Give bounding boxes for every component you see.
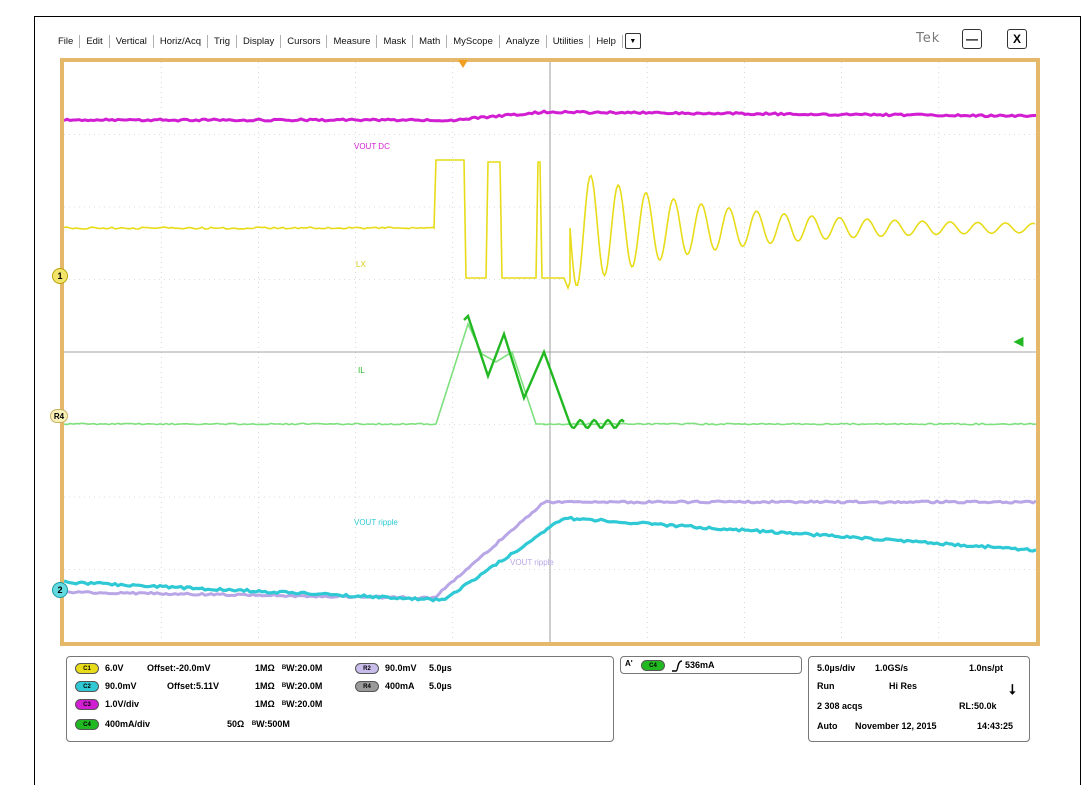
trace-lx (64, 160, 1035, 288)
chevron-down-icon[interactable]: ▼ (625, 33, 641, 49)
channel-4-scale: 400mA/div (105, 719, 150, 729)
channel-2-marker[interactable]: 2 (52, 582, 68, 598)
channel-3-row[interactable]: C3 (75, 699, 103, 710)
menu-vertical[interactable]: Vertical (110, 35, 154, 48)
menu-analyze[interactable]: Analyze (500, 35, 547, 48)
channel-settings-panel: C1 6.0V Offset:-20.0mV 1MΩ ᴮW:20.0M C2 9… (66, 656, 614, 742)
reference-2-scale: 90.0mV (385, 663, 417, 673)
reference-4-scale: 400mA (385, 681, 415, 691)
menu-trig[interactable]: Trig (208, 35, 237, 48)
figure-title-clipped (0, 0, 1082, 16)
menu-measure[interactable]: Measure (327, 35, 377, 48)
graticule (64, 62, 1036, 642)
channel-2-scale: 90.0mV (105, 681, 137, 691)
menu-horiz-acq[interactable]: Horiz/Acq (154, 35, 208, 48)
label-lx: LX (356, 260, 366, 269)
tek-logo: Tek (916, 31, 940, 46)
channel-2-coupling: 1MΩ (255, 681, 275, 691)
trigger-level-arrow-icon: ◀ (1014, 334, 1023, 348)
channel-4-bandwidth: ᴮW:500M (252, 719, 290, 729)
menu-math[interactable]: Math (413, 35, 447, 48)
minimize-button[interactable]: — (962, 29, 982, 49)
channel-1-scale: 6.0V (105, 663, 124, 673)
channel-4-badge[interactable]: C4 (75, 719, 99, 730)
menu-mask[interactable]: Mask (377, 35, 413, 48)
trigger-level: 536mA (685, 660, 715, 670)
reference-4-marker[interactable]: R4 (50, 409, 68, 423)
channel-1-marker[interactable]: 1 (52, 268, 68, 284)
reference-4-row[interactable]: R4 (355, 681, 383, 692)
menu-myscope[interactable]: MyScope (447, 35, 500, 48)
trigger-panel[interactable]: A' C4 536mA (620, 656, 802, 674)
channel-4-coupling: 50Ω (227, 719, 244, 729)
trigger-mode[interactable]: Auto (817, 721, 838, 731)
rising-edge-icon (671, 660, 683, 672)
channel-2-row[interactable]: C2 (75, 681, 103, 692)
channel-4-row[interactable]: C4 (75, 719, 103, 730)
run-state[interactable]: Run (817, 681, 835, 691)
label-il: IL (358, 366, 365, 375)
date: November 12, 2015 (855, 721, 937, 731)
reference-2-row[interactable]: R2 (355, 663, 383, 674)
channel-1-bandwidth: ᴮW:20.0M (282, 663, 322, 673)
acquisition-mode[interactable]: Hi Res (889, 681, 917, 691)
trace-il (464, 316, 624, 428)
channel-2-badge[interactable]: C2 (75, 681, 99, 692)
time: 14:43:25 (977, 721, 1013, 731)
sample-rate: 1.0GS/s (875, 663, 908, 673)
reference-4-timebase: 5.0µs (429, 681, 452, 691)
trigger-source-badge[interactable]: C4 (641, 660, 665, 671)
channel-1-badge[interactable]: C1 (75, 663, 99, 674)
acquisition-panel: 5.0µs/div 1.0GS/s 1.0ns/pt Run Hi Res ⭣ … (808, 656, 1030, 742)
menu-file[interactable]: File (52, 35, 80, 48)
menu-utilities[interactable]: Utilities (547, 35, 591, 48)
trigger-source-prefix: A' (625, 659, 633, 668)
channel-1-coupling: 1MΩ (255, 663, 275, 673)
menu-display[interactable]: Display (237, 35, 281, 48)
waveform-canvas (64, 62, 1036, 642)
menu-edit[interactable]: Edit (80, 35, 109, 48)
channel-1-row[interactable]: C1 (75, 663, 103, 674)
acquisition-count: 2 308 acqs (817, 701, 863, 711)
reference-2-timebase: 5.0µs (429, 663, 452, 673)
channel-3-scale: 1.0V/div (105, 699, 139, 709)
label-vout-ripple: VOUT ripple (354, 518, 398, 527)
menu-cursors[interactable]: Cursors (281, 35, 327, 48)
arrow-down-icon: ⭣ (1009, 681, 1016, 698)
channel-1-offset: Offset:-20.0mV (147, 663, 211, 673)
reference-2-badge[interactable]: R2 (355, 663, 379, 674)
close-button[interactable]: X (1007, 29, 1027, 49)
channel-2-offset: Offset:5.11V (167, 681, 219, 691)
trigger-position-marker[interactable] (458, 60, 468, 68)
channel-3-bandwidth: ᴮW:20.0M (282, 699, 322, 709)
channel-3-badge[interactable]: C3 (75, 699, 99, 710)
menu-help[interactable]: Help (590, 35, 623, 48)
label-vout-ripple-reference: VOUT ripple (510, 558, 554, 567)
resolution: 1.0ns/pt (969, 663, 1003, 673)
label-vout-dc: VOUT DC (354, 142, 390, 151)
timebase[interactable]: 5.0µs/div (817, 663, 855, 673)
reference-4-badge[interactable]: R4 (355, 681, 379, 692)
menu-bar: File Edit Vertical Horiz/Acq Trig Displa… (52, 30, 641, 52)
waveform-display[interactable]: VOUT DC LX IL VOUT ripple VOUT ripple ◀ (60, 58, 1040, 646)
channel-3-coupling: 1MΩ (255, 699, 275, 709)
channel-2-bandwidth: ᴮW:20.0M (282, 681, 322, 691)
record-length: RL:50.0k (959, 701, 997, 711)
